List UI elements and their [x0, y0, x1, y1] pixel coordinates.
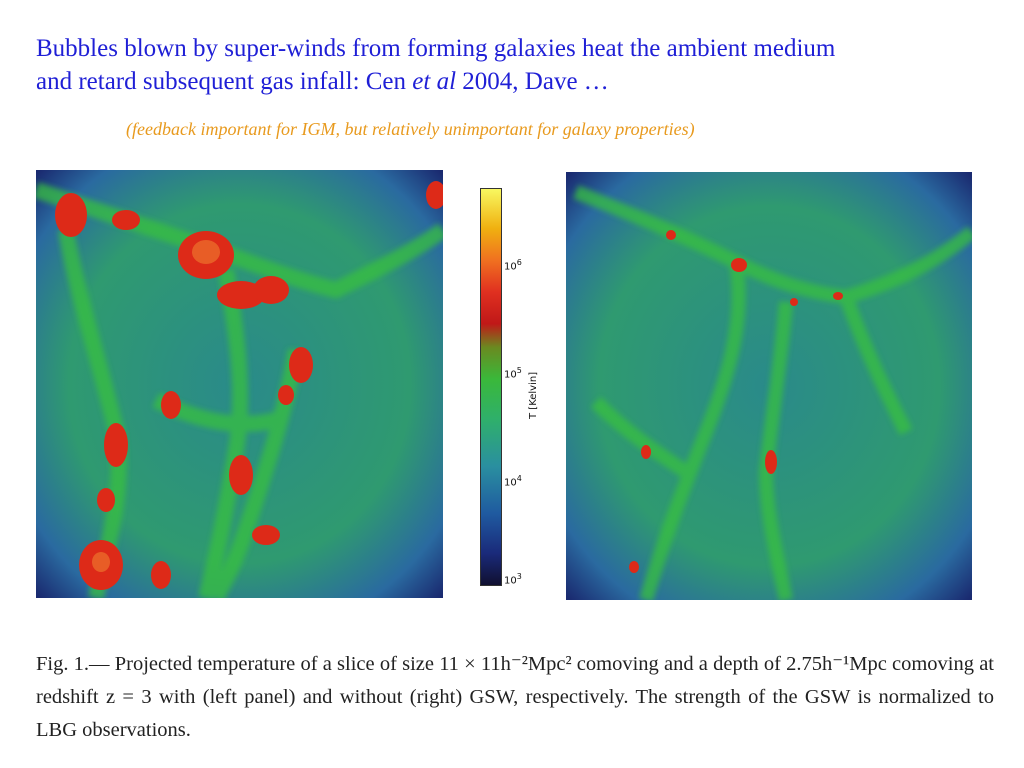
title-line-1: Bubbles blown by super-winds from formin… — [36, 35, 836, 62]
colorbar-label: T [Kelvin] — [528, 371, 539, 419]
left-temperature-map — [36, 170, 443, 598]
colorbar-tick-1e6: 106 — [504, 258, 522, 273]
colorbar-tick-1e3: 103 — [504, 572, 522, 587]
colorbar-tick-1e5: 105 — [504, 366, 522, 381]
figure-caption: Fig. 1.— Projected temperature of a slic… — [36, 653, 994, 741]
slide-title: Bubbles blown by super-winds from formin… — [36, 32, 996, 98]
title-italic: et al — [412, 68, 457, 95]
left-temperature-panel — [36, 170, 443, 598]
right-temperature-panel — [566, 172, 972, 600]
right-temperature-map — [566, 172, 972, 600]
title-line-2-pre: and retard subsequent gas infall: Cen — [36, 68, 413, 95]
colorbar-tick-1e4: 104 — [504, 474, 522, 489]
slide-subtitle: (feedback important for IGM, but relativ… — [126, 119, 695, 139]
title-line-2-post: 2004, Dave … — [456, 68, 609, 95]
temperature-colorbar — [480, 188, 502, 586]
